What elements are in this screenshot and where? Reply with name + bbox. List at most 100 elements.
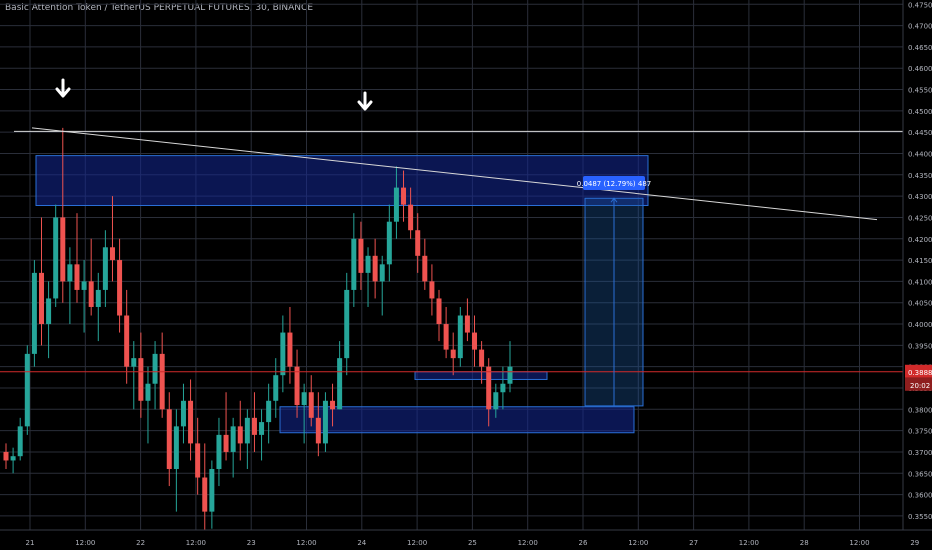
candle-body [17,426,23,457]
candle-body [472,332,478,350]
candle-body [24,353,30,427]
candle-body [173,426,179,469]
candle-body [415,230,421,256]
candle-body [53,217,59,299]
time-tick-label: 12:00 [849,539,869,547]
candle-body [138,358,144,401]
price-tick-label: 0.4750 [908,1,932,9]
trendline[interactable] [31,127,878,221]
candle-body [408,204,414,231]
candle-body [479,349,485,367]
candle-body [429,281,435,299]
candle-body [60,217,66,282]
zone-boxes[interactable] [35,155,649,434]
candle-body [188,400,194,444]
current-price-label: 0.3888 [908,369,932,377]
candle-body [195,443,201,478]
candle-body [102,247,108,290]
candle-body [500,383,506,393]
candle-body [95,289,101,307]
candle-body [443,324,449,350]
time-tick-label: 28 [800,539,809,547]
candle-body [358,238,364,273]
candle-body [152,353,158,384]
candle-body [3,451,9,461]
price-tick-label: 0.3800 [908,406,932,414]
candle-body [244,417,250,444]
candle-body [131,358,137,367]
time-tick-label: 23 [247,539,256,547]
price-tick-label: 0.4550 [908,87,932,95]
price-tick-label: 0.3750 [908,428,932,436]
support-zone[interactable] [279,406,635,434]
mid-zone[interactable] [414,371,548,380]
price-tick-label: 0.3600 [908,492,932,500]
time-tick-label: 12:00 [739,539,759,547]
candle-body [46,298,52,325]
candle-body [74,264,80,290]
candle-body [386,221,392,265]
candle-body [117,260,123,316]
candle-body [450,349,456,359]
candle-body [88,281,94,307]
time-tick-label: 22 [136,539,145,547]
countdown-label: 20:02 [910,382,930,390]
candle-body [330,400,336,410]
countdown-tag [905,377,932,391]
drawing-overlays[interactable]: 0.0487 (12.79%) 487 [0,78,903,406]
price-tick-label: 0.3550 [908,513,932,521]
price-tick-label: 0.3650 [908,470,932,478]
price-tick-label: 0.3700 [908,449,932,457]
price-tick-label: 0.4000 [908,321,932,329]
candle-body [251,417,257,435]
candle-body [67,264,73,282]
price-tick-label: 0.4700 [908,23,932,31]
price-tick-label: 0.4150 [908,257,932,265]
price-axis-bg [903,0,932,550]
price-tick-label: 0.4200 [908,236,932,244]
candle-body [124,315,130,367]
candle-body [266,400,272,423]
candle-body [351,238,357,290]
time-axis[interactable]: 21 12:00 22 12:00 23 12:00 24 12:00 25 12:00 26 12:… [0,529,932,550]
chart-title: Basic Attention Token / TetherUS PERPETU… [5,3,313,13]
current-price-tag [905,364,932,378]
candle-body [344,289,350,359]
candle-body [10,456,16,461]
measure-label-box [583,176,645,190]
time-tick-label: 12:00 [518,539,538,547]
price-tick-label: 0.4250 [908,214,932,222]
time-tick-label: 24 [357,539,366,547]
price-tick-label: 0.4450 [908,129,932,137]
candle-body [507,366,513,384]
candle-body [372,255,378,282]
candle-body [202,477,208,512]
candle-body [315,417,321,444]
candle-body [379,264,385,282]
candle-body [280,332,286,376]
candle-body [322,400,328,444]
candle-body [230,426,236,452]
price-tick-label: 0.4350 [908,172,932,180]
candle-body [393,187,399,222]
resistance-zone[interactable] [35,155,649,207]
candle-body [31,272,37,354]
candle-body [38,272,44,325]
candle-body [365,255,371,273]
price-tick-label: 0.4650 [908,44,932,52]
candle-body [436,298,442,325]
price-tick-label: 0.4500 [908,108,932,116]
price-axis[interactable]: 0.4750 0.4700 0.4650 0.4600 0.4550 0.4500 0.44… [902,0,932,550]
time-tick-label: 12:00 [296,539,316,547]
candle-body [486,366,492,410]
candle-body [287,332,293,367]
candle-body [294,366,300,406]
time-tick-label: 12:00 [75,539,95,547]
price-tick-label: 0.4300 [908,193,932,201]
candle-body [81,281,87,290]
candle-body [273,375,279,401]
candle-body [166,409,172,469]
candles [3,127,513,542]
measure-arrow-head [610,197,618,203]
